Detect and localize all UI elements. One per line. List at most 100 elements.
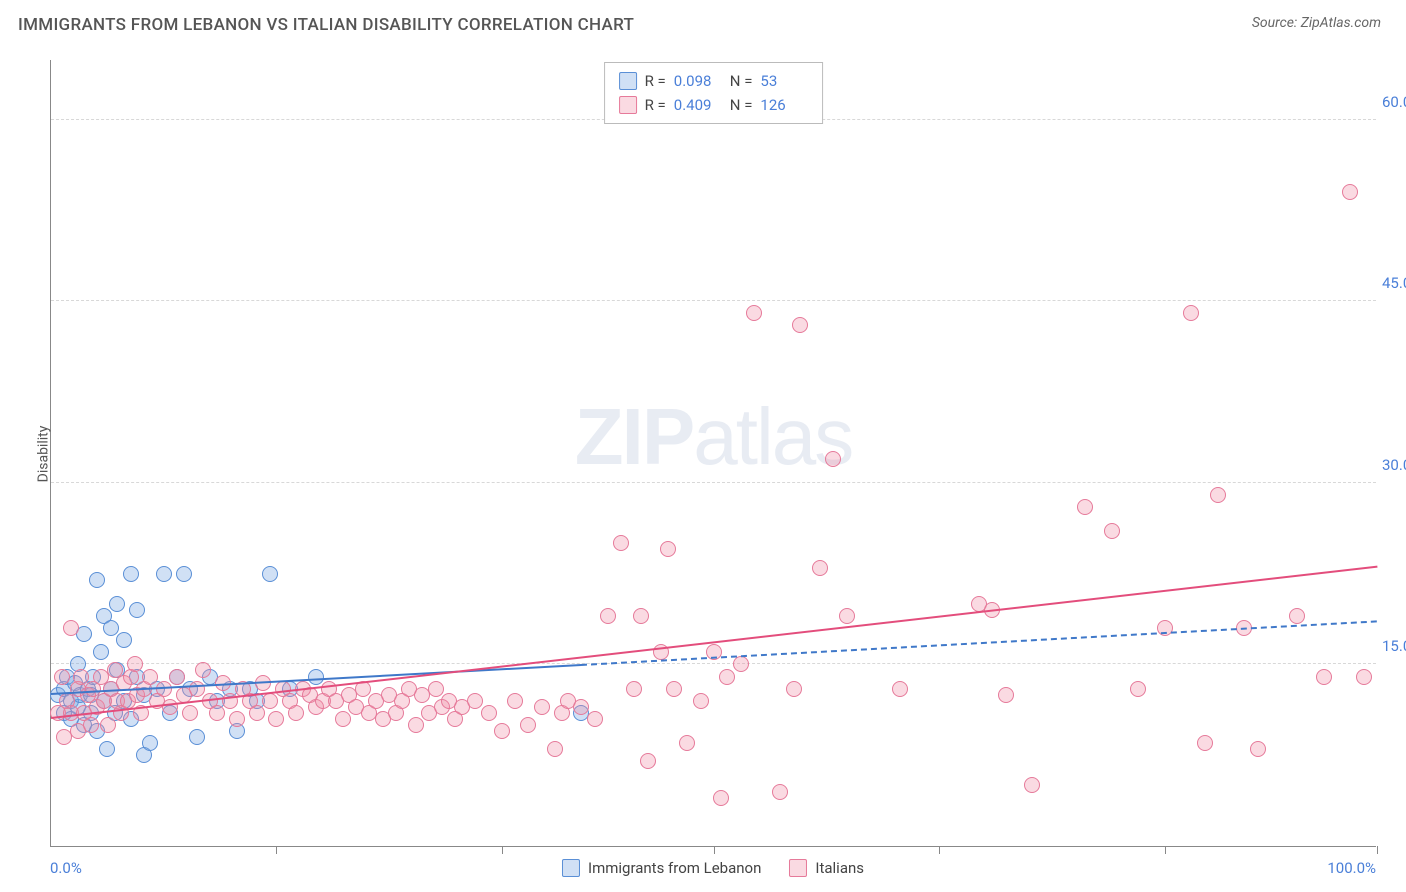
- data-point-italians: [679, 735, 695, 751]
- x-tick: [1165, 846, 1166, 854]
- data-point-italians: [63, 620, 79, 636]
- n-label: N =: [730, 69, 753, 93]
- data-point-italians: [713, 790, 729, 806]
- data-point-lebanon: [99, 741, 115, 757]
- data-point-lebanon: [123, 566, 139, 582]
- stats-legend: R =0.098N =53R =0.409N =126: [604, 62, 824, 124]
- data-point-italians: [633, 608, 649, 624]
- x-tick: [276, 846, 277, 854]
- data-point-italians: [812, 560, 828, 576]
- stats-row-italians: R =0.409N =126: [619, 93, 809, 117]
- data-point-lebanon: [176, 566, 192, 582]
- data-point-italians: [100, 717, 116, 733]
- data-point-italians: [746, 305, 762, 321]
- data-point-italians: [335, 711, 351, 727]
- data-point-italians: [587, 711, 603, 727]
- data-point-italians: [1289, 608, 1305, 624]
- data-point-italians: [494, 723, 510, 739]
- chart-title: IMMIGRANTS FROM LEBANON VS ITALIAN DISAB…: [18, 15, 634, 35]
- data-point-italians: [229, 711, 245, 727]
- data-point-italians: [428, 681, 444, 697]
- data-point-italians: [481, 705, 497, 721]
- data-point-italians: [268, 711, 284, 727]
- data-point-italians: [786, 681, 802, 697]
- data-point-italians: [127, 656, 143, 672]
- data-point-italians: [1356, 669, 1372, 685]
- data-point-italians: [262, 693, 278, 709]
- data-point-lebanon: [156, 566, 172, 582]
- y-tick-label: 30.0%: [1382, 456, 1406, 474]
- data-point-italians: [660, 541, 676, 557]
- data-point-italians: [467, 693, 483, 709]
- data-point-lebanon: [129, 602, 145, 618]
- legend-item-italians: Italians: [789, 859, 864, 877]
- data-point-italians: [83, 717, 99, 733]
- data-point-italians: [534, 699, 550, 715]
- legend-swatch-italians: [789, 859, 807, 877]
- y-axis-title: Disability: [35, 425, 51, 482]
- data-point-italians: [169, 669, 185, 685]
- stats-row-lebanon: R =0.098N =53: [619, 69, 809, 93]
- data-point-lebanon: [93, 644, 109, 660]
- data-point-italians: [772, 784, 788, 800]
- data-point-italians: [626, 681, 642, 697]
- data-point-italians: [613, 535, 629, 551]
- gridline: [51, 300, 1376, 301]
- data-point-italians: [640, 753, 656, 769]
- chart-area: ZIPatlas R =0.098N =53R =0.409N =126 15.…: [50, 60, 1376, 847]
- data-point-italians: [719, 669, 735, 685]
- data-point-italians: [1210, 487, 1226, 503]
- watermark-atlas: atlas: [693, 392, 852, 481]
- y-tick-label: 15.0%: [1382, 637, 1406, 655]
- data-point-italians: [520, 717, 536, 733]
- data-point-italians: [733, 656, 749, 672]
- data-point-lebanon: [308, 669, 324, 685]
- r-label: R =: [645, 93, 666, 117]
- data-point-italians: [249, 705, 265, 721]
- r-value: 0.098: [674, 69, 722, 93]
- data-point-italians: [1104, 523, 1120, 539]
- data-point-italians: [162, 699, 178, 715]
- data-point-italians: [507, 693, 523, 709]
- footer-legend: Immigrants from Lebanon Italians: [562, 859, 864, 877]
- data-point-italians: [892, 681, 908, 697]
- data-point-italians: [666, 681, 682, 697]
- legend-swatch-lebanon: [562, 859, 580, 877]
- watermark: ZIPatlas: [575, 391, 852, 483]
- data-point-italians: [600, 608, 616, 624]
- data-point-lebanon: [189, 729, 205, 745]
- data-point-italians: [54, 669, 70, 685]
- data-point-lebanon: [116, 632, 132, 648]
- x-tick: [1377, 846, 1378, 854]
- n-label: N =: [730, 93, 753, 117]
- data-point-italians: [573, 699, 589, 715]
- data-point-italians: [195, 662, 211, 678]
- chart-source: Source: ZipAtlas.com: [1252, 15, 1381, 31]
- x-tick: [714, 846, 715, 854]
- trend-line-italians: [51, 566, 1377, 719]
- r-label: R =: [645, 69, 666, 93]
- data-point-italians: [1077, 499, 1093, 515]
- legend-label: Immigrants from Lebanon: [588, 859, 761, 877]
- data-point-lebanon: [262, 566, 278, 582]
- swatch-italians: [619, 96, 637, 114]
- legend-label: Italians: [815, 859, 864, 877]
- data-point-italians: [408, 717, 424, 733]
- data-point-italians: [825, 451, 841, 467]
- watermark-zip: ZIP: [575, 392, 693, 481]
- data-point-italians: [1197, 735, 1213, 751]
- data-point-italians: [547, 741, 563, 757]
- data-point-italians: [1316, 669, 1332, 685]
- data-point-italians: [1183, 305, 1199, 321]
- data-point-italians: [288, 705, 304, 721]
- data-point-italians: [693, 693, 709, 709]
- data-point-italians: [1130, 681, 1146, 697]
- source-name: ZipAtlas.com: [1301, 15, 1381, 31]
- legend-item-lebanon: Immigrants from Lebanon: [562, 859, 761, 877]
- r-value: 0.409: [674, 93, 722, 117]
- data-point-italians: [142, 669, 158, 685]
- x-tick: [939, 846, 940, 854]
- gridline: [51, 482, 1376, 483]
- data-point-lebanon: [109, 596, 125, 612]
- data-point-italians: [209, 705, 225, 721]
